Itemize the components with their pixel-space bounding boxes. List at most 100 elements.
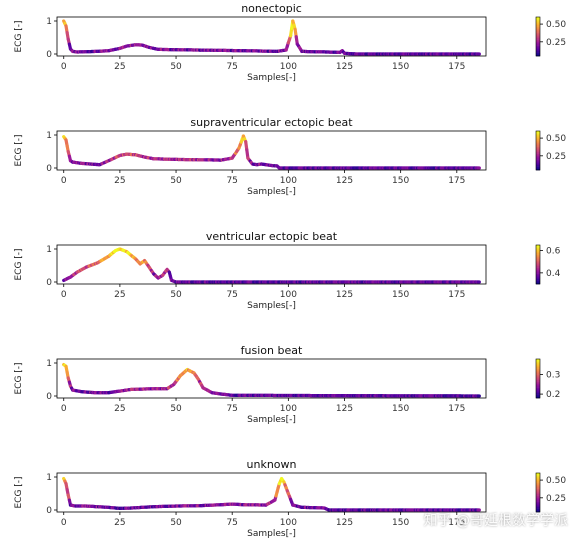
- colorbar-step: [536, 505, 540, 508]
- colorbar-step: [536, 247, 540, 250]
- x-tick-label: 0: [61, 404, 67, 414]
- colorbar-step: [536, 506, 540, 509]
- colorbar-step: [536, 391, 540, 394]
- x-axis-label: Samples[-]: [247, 187, 296, 197]
- colorbar-step: [536, 146, 540, 149]
- colorbar-step: [536, 478, 540, 480]
- x-tick-label: 0: [61, 518, 67, 528]
- colorbar-tick-label: 0.25: [546, 38, 566, 48]
- colorbar-step: [536, 497, 540, 500]
- colorbar-step: [536, 261, 540, 264]
- colorbar-tick-label: 0.50: [546, 20, 566, 30]
- colorbar-step: [536, 383, 540, 386]
- y-tick-label: 1: [46, 245, 52, 255]
- colorbar-step: [536, 23, 540, 26]
- colorbar-step: [536, 479, 540, 482]
- colorbar-step: [536, 486, 540, 488]
- axes-frame: [56, 130, 487, 171]
- colorbar-step: [536, 28, 540, 31]
- watermark: 知乎 @哥廷根数学学派: [423, 513, 568, 529]
- colorbar-step: [536, 19, 540, 22]
- colorbar-step: [536, 381, 540, 383]
- x-tick-label: 25: [114, 290, 125, 300]
- colorbar-step: [536, 52, 540, 54]
- colorbar-step: [536, 379, 540, 382]
- x-tick-label: 175: [448, 404, 465, 414]
- panel-title: supraventricular ectopic beat: [190, 116, 353, 129]
- colorbar-step: [536, 504, 540, 506]
- colorbar-step: [536, 46, 540, 49]
- colorbar-step: [536, 151, 540, 154]
- colorbar-step: [536, 510, 540, 513]
- colorbar-step: [536, 50, 540, 53]
- y-axis-label: ECG [-]: [14, 476, 24, 508]
- colorbar-step: [536, 264, 540, 267]
- colorbar-step: [536, 137, 540, 140]
- x-tick-label: 50: [170, 290, 182, 300]
- x-tick-label: 125: [336, 404, 353, 414]
- colorbar-step: [536, 131, 540, 133]
- colorbar-step: [536, 33, 540, 36]
- x-tick-label: 150: [392, 518, 409, 528]
- colorbar-step: [536, 496, 540, 498]
- x-tick-label: 25: [114, 176, 125, 186]
- y-tick-label: 0: [46, 50, 52, 60]
- panel-0: nonectopic 0 25 50 75 100 125 150 175 0 1 Samples[-…: [14, 2, 566, 83]
- x-tick-label: 125: [336, 176, 353, 186]
- colorbar-step: [536, 374, 540, 377]
- colorbar-step: [536, 473, 540, 475]
- colorbar-step: [536, 43, 540, 45]
- y-axis-label: ECG [-]: [14, 20, 24, 52]
- axes-frame: [56, 472, 487, 513]
- colorbar-frame: [535, 130, 541, 171]
- colorbar-frame: [535, 358, 541, 399]
- colorbar-step: [536, 493, 540, 496]
- colorbar-step: [536, 254, 540, 256]
- x-tick-label: 125: [336, 62, 353, 72]
- colorbar-step: [536, 502, 540, 505]
- colorbar-tick-label: 0.6: [546, 247, 561, 257]
- colorbar-step: [536, 252, 540, 255]
- x-tick-label: 100: [280, 518, 297, 528]
- colorbar-tick-label: 0.50: [546, 476, 566, 486]
- colorbar-step: [536, 163, 540, 166]
- colorbar-step: [536, 134, 540, 137]
- colorbar-step: [536, 501, 540, 504]
- colorbar-step: [536, 273, 540, 276]
- colorbar-step: [536, 366, 540, 369]
- colorbar-step: [536, 45, 540, 48]
- colorbar-step: [536, 256, 540, 259]
- colorbar-step: [536, 359, 540, 361]
- x-tick-label: 150: [392, 290, 409, 300]
- x-axis-label: Samples[-]: [247, 301, 296, 311]
- axes-frame: [56, 16, 487, 57]
- colorbar-step: [536, 246, 540, 248]
- x-tick-label: 50: [170, 518, 182, 528]
- colorbar-step: [536, 508, 540, 510]
- panel-title: fusion beat: [241, 344, 303, 357]
- colorbar-step: [536, 31, 540, 33]
- colorbar-step: [536, 365, 540, 368]
- colorbar-step: [536, 386, 540, 388]
- colorbar-step: [536, 255, 540, 257]
- x-tick-label: 25: [114, 62, 125, 72]
- panel-3: fusion beat 0 25 50 75 100 125 150 175 0 1 Samples[…: [14, 344, 560, 425]
- colorbar-step: [536, 160, 540, 163]
- x-axis-label: Samples[-]: [247, 73, 296, 83]
- colorbar-tick-label: 0.2: [546, 390, 560, 400]
- colorbar-step: [536, 372, 540, 374]
- y-axis-label: ECG [-]: [14, 134, 24, 166]
- y-tick-label: 0: [46, 392, 52, 402]
- colorbar-step: [536, 140, 540, 142]
- colorbar-step: [536, 22, 540, 24]
- colorbar-step: [536, 373, 540, 375]
- colorbar-step: [536, 250, 540, 252]
- colorbar-step: [536, 489, 540, 492]
- colorbar-step: [536, 141, 540, 143]
- axes-frame: [56, 358, 487, 399]
- colorbar-tick-label: 0.25: [546, 152, 566, 162]
- x-tick-label: 175: [448, 518, 465, 528]
- colorbar-step: [536, 138, 540, 141]
- colorbar-step: [536, 155, 540, 158]
- colorbar-step: [536, 54, 540, 57]
